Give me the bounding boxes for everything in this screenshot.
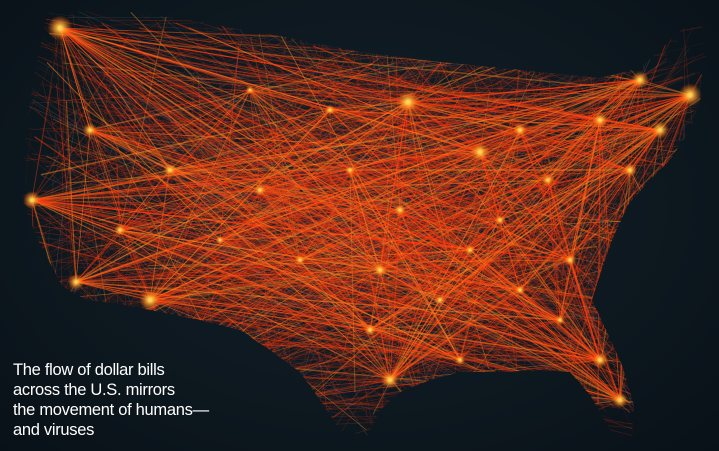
city-hub	[219, 239, 221, 241]
city-hub	[89, 129, 92, 132]
city-hub	[569, 259, 571, 261]
city-hub	[519, 289, 521, 291]
city-hub	[688, 93, 692, 97]
city-hub	[599, 359, 602, 362]
city-hub	[658, 128, 661, 131]
city-hub	[369, 329, 371, 331]
city-hub	[559, 319, 561, 321]
city-hub	[619, 399, 622, 402]
city-hub	[30, 198, 33, 201]
city-hub	[75, 281, 78, 284]
caption-line-2: across the U.S. mirrors	[13, 380, 253, 400]
city-hub	[499, 219, 501, 221]
city-hub	[547, 179, 549, 181]
city-hub	[638, 78, 641, 81]
city-hub	[299, 259, 301, 261]
caption-line-4: and viruses	[13, 420, 253, 440]
city-hub	[439, 299, 441, 301]
city-hub	[629, 169, 632, 172]
city-hub	[459, 359, 461, 361]
city-hub	[169, 169, 172, 172]
city-hub	[388, 378, 391, 381]
city-hub	[599, 119, 602, 122]
city-hub	[249, 89, 251, 91]
city-hub	[119, 229, 121, 231]
city-hub	[259, 189, 261, 191]
caption-line-3: the movement of humans—	[13, 400, 253, 420]
caption-line-1: The flow of dollar bills	[13, 360, 253, 380]
city-hub	[406, 100, 410, 104]
city-hub	[329, 109, 331, 111]
city-hub	[349, 169, 351, 171]
city-hub	[399, 209, 401, 211]
city-hub	[519, 129, 522, 132]
city-hub	[379, 269, 382, 272]
city-hub	[469, 249, 471, 251]
city-hub	[58, 26, 62, 30]
caption: The flow of dollar bills across the U.S.…	[13, 360, 253, 440]
city-hub	[148, 298, 152, 302]
city-hub	[478, 150, 482, 154]
